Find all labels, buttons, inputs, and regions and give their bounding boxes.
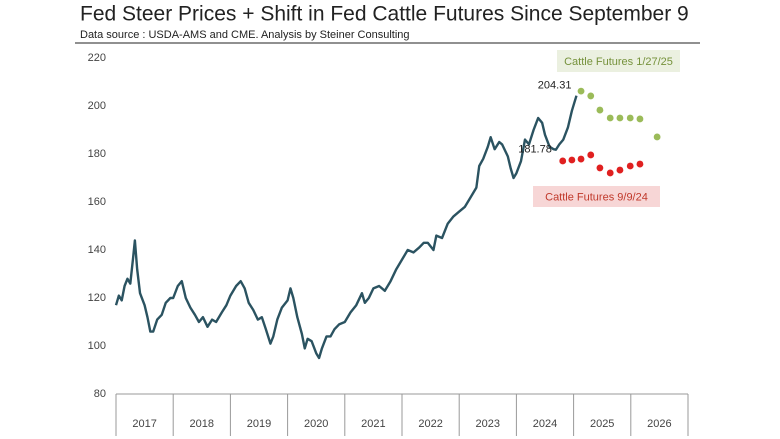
futures-dot [616,114,624,122]
y-tick-label: 160 [88,196,106,208]
futures-dot [653,133,661,141]
y-tick-label: 80 [94,388,106,400]
futures-dot [577,87,585,95]
futures-dot [596,164,604,172]
legend-box [557,50,680,72]
chart-title: Fed Steer Prices + Shift in Fed Cattle F… [80,3,689,26]
chart-subtitle: Data source : USDA-AMS and CME. Analysis… [80,29,410,41]
x-tick-label: 2020 [304,418,328,430]
y-tick-label: 120 [88,292,106,304]
x-tick-label: 2018 [190,418,214,430]
price-line [114,95,578,360]
x-tick-label: 2024 [533,418,557,430]
y-tick-label: 220 [88,52,106,64]
y-tick-label: 180 [88,148,106,160]
futures-dot [596,106,604,114]
futures-dot [626,114,634,122]
x-tick-label: 2019 [247,418,271,430]
futures-dot [616,166,624,174]
x-tick-label: 2025 [590,418,614,430]
x-tick-label: 2017 [132,418,156,430]
x-tick-label: 2021 [361,418,385,430]
futures-dot [577,155,585,163]
futures-dot [559,157,567,165]
futures-dot [606,169,614,177]
futures-dot [636,115,644,123]
x-tick-label: 2026 [647,418,671,430]
y-tick-label: 140 [88,244,106,256]
x-tick-label: 2022 [418,418,442,430]
futures-dot [587,151,595,159]
futures-dot [626,162,634,170]
data-label: 204.31 [538,80,572,92]
futures-dot [587,92,595,100]
data-label: 181.78 [518,144,552,156]
futures-dot [636,160,644,168]
y-tick-label: 200 [88,100,106,112]
x-tick-label: 2023 [476,418,500,430]
legend-box [533,186,660,207]
y-tick-label: 100 [88,340,106,352]
futures-dot [568,156,576,164]
legend-label: Cattle Futures 1/27/25 [564,56,673,68]
legend-label: Cattle Futures 9/9/24 [545,191,648,203]
futures-dot [606,114,614,122]
